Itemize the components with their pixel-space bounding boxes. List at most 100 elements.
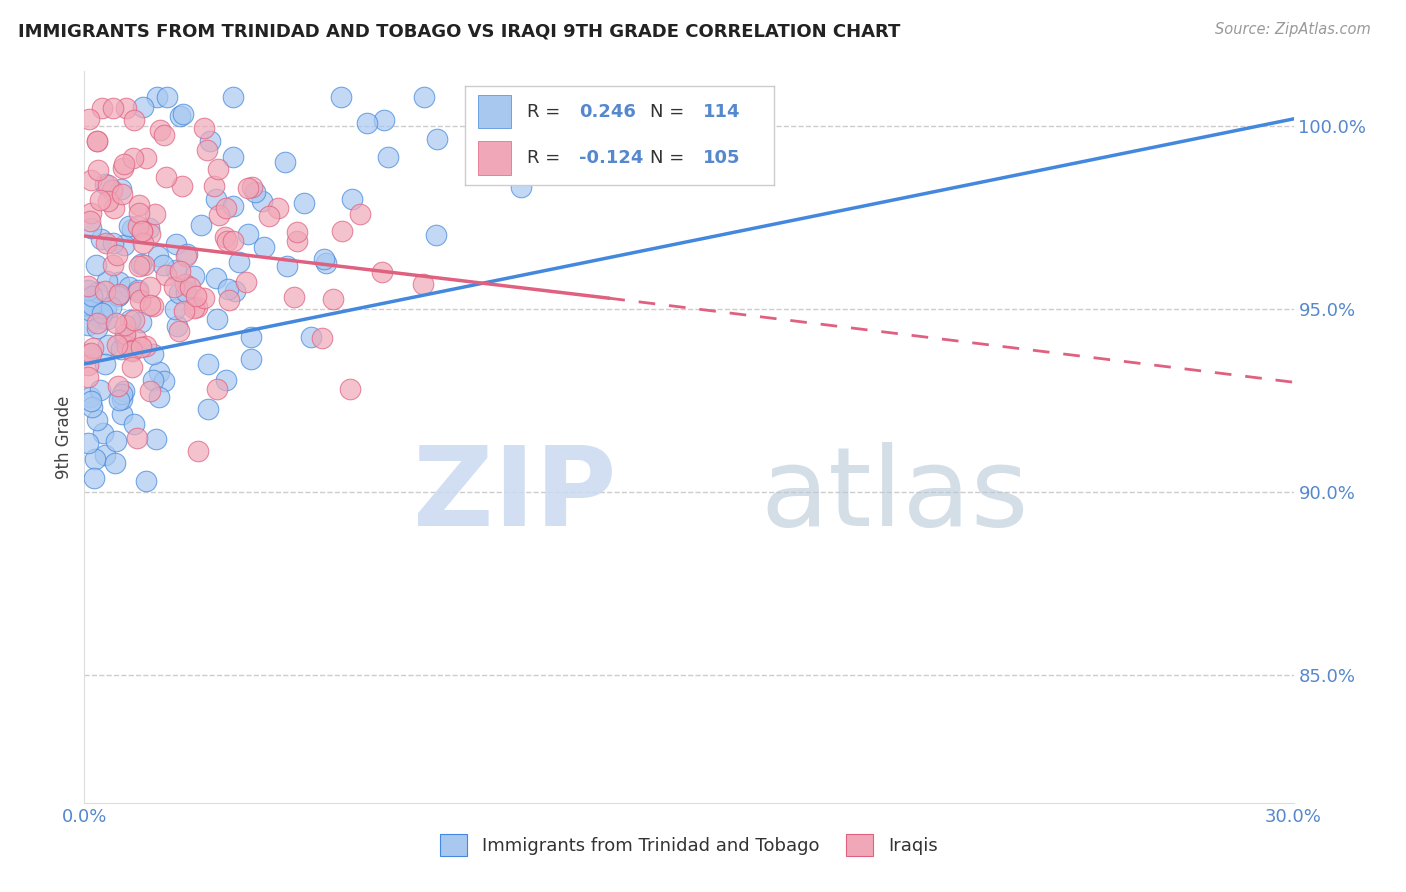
Point	[148, 365, 170, 379]
Point	[111, 161, 134, 175]
Point	[91, 426, 114, 441]
Point	[176, 285, 198, 300]
Point	[340, 192, 363, 206]
Point	[322, 292, 344, 306]
Point	[139, 280, 162, 294]
Point	[101, 258, 124, 272]
Point	[222, 150, 245, 164]
Point	[315, 256, 337, 270]
Point	[163, 301, 186, 316]
Point	[207, 162, 229, 177]
Point	[193, 291, 215, 305]
Point	[190, 218, 212, 232]
Point	[169, 110, 191, 124]
Y-axis label: 9th Grade: 9th Grade	[55, 395, 73, 479]
Point	[115, 339, 138, 353]
Point	[153, 374, 176, 388]
Text: atlas: atlas	[761, 442, 1029, 549]
Point	[125, 431, 148, 445]
Point	[412, 277, 434, 291]
Point	[103, 456, 125, 470]
Point	[77, 300, 100, 314]
Point	[202, 178, 225, 193]
Point	[197, 357, 219, 371]
Point	[510, 180, 533, 194]
Point	[83, 471, 105, 485]
Point	[121, 221, 143, 235]
Point	[186, 288, 208, 302]
Point	[218, 282, 240, 296]
Point	[129, 257, 152, 271]
Point	[112, 384, 135, 398]
Point	[82, 289, 104, 303]
Point	[214, 201, 236, 215]
Point	[138, 221, 160, 235]
Point	[122, 417, 145, 432]
Point	[129, 293, 152, 307]
Point	[377, 150, 399, 164]
Point	[114, 101, 136, 115]
Point	[132, 100, 155, 114]
Point	[183, 301, 205, 316]
Point	[89, 384, 111, 398]
Point	[186, 301, 208, 315]
Point	[129, 340, 152, 354]
Point	[243, 185, 266, 199]
Point	[299, 330, 322, 344]
Point	[77, 370, 100, 384]
Point	[224, 285, 246, 299]
Point	[207, 209, 229, 223]
Point	[111, 387, 134, 401]
Point	[122, 312, 145, 326]
Point	[162, 279, 184, 293]
Point	[118, 279, 141, 293]
Point	[139, 384, 162, 398]
Point	[77, 358, 100, 372]
Point	[193, 120, 215, 135]
Point	[349, 207, 371, 221]
Point	[172, 179, 194, 194]
Point	[124, 332, 146, 346]
Point	[187, 443, 209, 458]
Point	[146, 90, 169, 104]
Point	[257, 210, 280, 224]
Point	[148, 249, 170, 263]
Point	[127, 285, 149, 299]
Point	[87, 163, 110, 178]
Point	[103, 201, 125, 215]
Point	[103, 236, 125, 251]
Point	[112, 156, 135, 170]
Point	[236, 227, 259, 242]
Point	[222, 199, 245, 213]
Point	[90, 311, 112, 326]
Point	[169, 263, 191, 277]
Point	[112, 237, 135, 252]
Point	[77, 112, 100, 126]
Point	[89, 305, 111, 319]
Point	[169, 324, 191, 338]
Point	[127, 283, 149, 297]
Point	[114, 326, 136, 341]
Point	[80, 220, 103, 235]
Point	[253, 240, 276, 254]
Point	[111, 186, 134, 201]
Point	[128, 259, 150, 273]
Point	[287, 234, 309, 248]
Point	[165, 262, 187, 277]
Point	[96, 274, 118, 288]
Point	[339, 382, 361, 396]
Point	[101, 101, 124, 115]
Point	[91, 306, 114, 320]
Point	[121, 359, 143, 374]
Point	[274, 155, 297, 169]
Point	[142, 373, 165, 387]
Point	[127, 219, 149, 233]
Point	[167, 285, 190, 300]
Point	[250, 194, 273, 208]
Point	[111, 392, 134, 406]
Point	[283, 290, 305, 304]
Point	[215, 373, 238, 387]
Point	[413, 90, 436, 104]
Point	[94, 357, 117, 371]
Point	[179, 280, 201, 294]
